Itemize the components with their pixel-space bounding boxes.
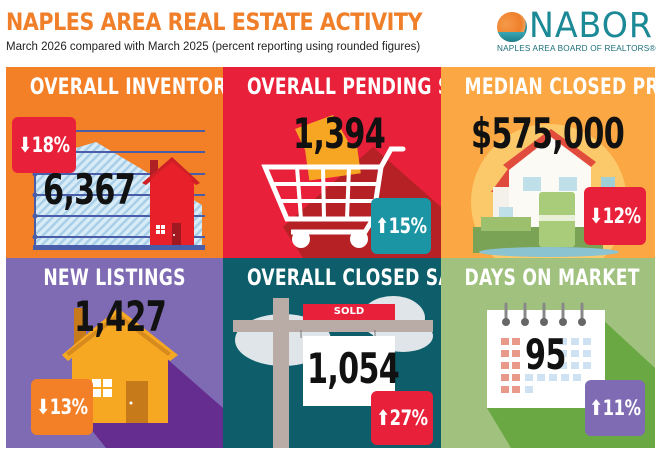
panel-new-listings: NEW LISTINGS 1,427 ⬇13% (6, 258, 223, 448)
inventory-change-badge: ⬇18% (12, 117, 76, 173)
panel-title: OVERALL PENDING SALES (246, 75, 441, 100)
panel-title: OVERALL INVENTORY (29, 75, 223, 100)
days-value: 95 (525, 330, 566, 379)
change-percent: ⬆15% (375, 214, 427, 238)
median-change-badge: ⬇12% (584, 187, 646, 245)
median-value: $575,000 (471, 109, 625, 158)
page-title: NAPLES AREA REAL ESTATE ACTIVITY (6, 8, 423, 36)
pending-value: 1,394 (293, 109, 386, 158)
inventory-value: 6,367 (43, 165, 136, 214)
panel-median-closed-price: MEDIAN CLOSED PRICE $575,000 ⬇12% (441, 67, 655, 258)
closed-change-badge: ⬆27% (371, 391, 433, 445)
logo-wordmark: NABOR (529, 6, 653, 46)
days-change-badge: ⬆11% (585, 380, 645, 436)
logo-tagline: NAPLES AREA BOARD OF REALTORS® (497, 44, 656, 53)
panel-title: DAYS ON MARKET (464, 266, 640, 291)
panel-overall-pending-sales: OVERALL PENDING SALES 1,394 ⬆15% (223, 67, 441, 258)
panel-overall-closed-sales: OVERALL CLOSED SALES SOLD 1,054 ⬆27% (223, 258, 441, 448)
pending-change-badge: ⬆15% (371, 198, 431, 254)
listings-change-badge: ⬇13% (31, 379, 93, 435)
shell-logo-icon (497, 12, 527, 42)
page-subtitle: March 2026 compared with March 2025 (per… (6, 41, 421, 53)
panel-overall-inventory: OVERALL INVENTORY (6, 67, 223, 258)
change-percent: ⬆27% (376, 406, 428, 430)
nabor-logo: NABOR NAPLES AREA BOARD OF REALTORS® (493, 6, 656, 54)
sold-label: SOLD (303, 304, 395, 320)
panel-days-on-market: DAYS ON MARKET (441, 258, 655, 448)
panel-title: MEDIAN CLOSED PRICE (464, 75, 655, 100)
listings-value: 1,427 (74, 292, 167, 341)
change-percent: ⬆11% (589, 396, 641, 420)
change-percent: ⬇13% (36, 395, 88, 419)
change-percent: ⬇18% (18, 133, 70, 157)
panel-title: NEW LISTINGS (43, 266, 186, 291)
change-percent: ⬇12% (589, 204, 641, 228)
closed-value: 1,054 (307, 344, 400, 393)
panel-title: OVERALL CLOSED SALES (246, 266, 441, 291)
